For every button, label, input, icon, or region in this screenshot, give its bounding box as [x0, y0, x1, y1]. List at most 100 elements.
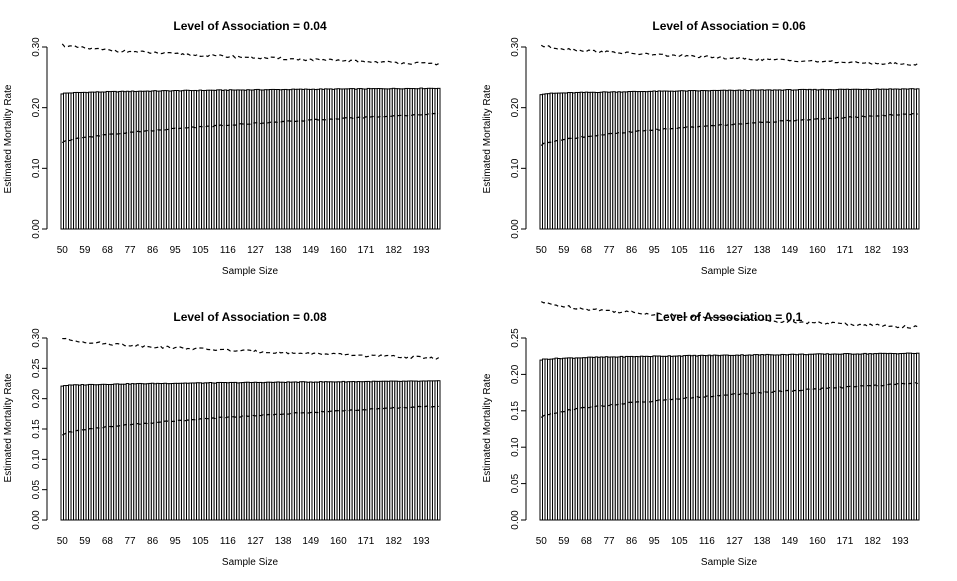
- y-tick-label: 0.20: [31, 389, 42, 409]
- x-tick-label: 138: [275, 536, 292, 547]
- x-tick-label: 160: [330, 245, 347, 256]
- panel-1: Level of Association = 0.06 Sample Size …: [482, 19, 920, 277]
- x-tick-label: 127: [247, 245, 264, 256]
- y-axis-label: Estimated Mortality Rate: [482, 84, 493, 193]
- x-axis-label: Sample Size: [701, 266, 758, 277]
- lower-bound-line: [540, 382, 918, 418]
- x-tick-label: 138: [275, 245, 292, 256]
- x-tick-label: 116: [220, 536, 236, 547]
- x-tick-label: 59: [558, 245, 570, 256]
- x-tick-label: 116: [699, 245, 715, 256]
- y-tick-label: 0.20: [510, 98, 521, 118]
- x-tick-label: 127: [726, 245, 743, 256]
- bar: [436, 87, 441, 230]
- x-tick-label: 86: [626, 245, 638, 256]
- x-tick-label: 160: [809, 245, 826, 256]
- x-tick-label: 68: [102, 245, 114, 256]
- x-tick-label: 77: [603, 245, 615, 256]
- x-tick-label: 95: [649, 536, 661, 547]
- panel-2: Level of Association = 0.08 Sample Size …: [3, 310, 441, 568]
- x-tick-label: 50: [57, 245, 69, 256]
- x-tick-label: 193: [892, 536, 909, 547]
- upper-bound-line: [62, 337, 440, 360]
- lower-bound-line: [540, 112, 918, 146]
- x-tick-label: 127: [247, 536, 264, 547]
- x-tick-label: 50: [57, 536, 69, 547]
- x-tick-label: 116: [699, 536, 715, 547]
- plot-area: 0.00 0.10 0.20 0.30 50 59 68 77 86 95 105 116 127 138…: [31, 37, 441, 256]
- y-tick-label: 0.10: [31, 449, 42, 469]
- x-tick-label: 68: [581, 245, 593, 256]
- x-tick-label: 193: [413, 536, 430, 547]
- y-tick-label: 0.20: [31, 98, 42, 118]
- plot-area: 0.00 0.10 0.20 0.30 50 59 68 77 86 95 105 116 127 138…: [510, 37, 920, 256]
- x-tick-label: 160: [330, 536, 347, 547]
- y-axis: 0.00 0.05 0.10 0.15 0.20 0.25: [510, 328, 527, 530]
- x-tick-label: 171: [358, 536, 375, 547]
- x-tick-label: 105: [671, 536, 688, 547]
- upper-bound-line: [61, 43, 440, 66]
- y-tick-label: 0.05: [510, 473, 521, 493]
- upper-bound-line: [540, 301, 918, 329]
- x-tick-label: 182: [864, 245, 881, 256]
- x-tick-label: 68: [581, 536, 593, 547]
- x-tick-label: 77: [124, 245, 136, 256]
- x-tick-label: 59: [79, 536, 91, 547]
- y-tick-label: 0.00: [31, 219, 42, 239]
- y-tick-label: 0.25: [510, 328, 521, 348]
- bar-series: [539, 352, 920, 521]
- lower-bound-line: [61, 405, 439, 436]
- y-axis: 0.00 0.05 0.10 0.15 0.20 0.25 0.30: [31, 328, 48, 530]
- x-tick-label: 105: [192, 536, 209, 547]
- x-tick-label: 50: [536, 245, 548, 256]
- x-tick-label: 149: [302, 245, 319, 256]
- x-tick-label: 127: [726, 536, 743, 547]
- y-tick-label: 0.10: [31, 158, 42, 178]
- x-tick-label: 68: [102, 536, 114, 547]
- x-tick-label: 95: [170, 536, 182, 547]
- y-tick-label: 0.15: [31, 419, 42, 439]
- x-tick-label: 116: [220, 245, 236, 256]
- y-tick-label: 0.00: [31, 510, 42, 530]
- panel-title: Level of Association = 0.08: [173, 310, 327, 324]
- panel-title: Level of Association = 0.04: [173, 19, 327, 33]
- bar-series: [60, 380, 441, 521]
- panel-title: Level of Association = 0.06: [652, 19, 806, 33]
- x-tick-label: 138: [754, 536, 771, 547]
- y-axis: 0.00 0.10 0.20 0.30: [510, 37, 527, 239]
- x-axis-label: Sample Size: [222, 266, 279, 277]
- plot-area: 0.00 0.05 0.10 0.15 0.20 0.25 0.30 50 59 68 77 86 95…: [31, 328, 441, 547]
- y-tick-label: 0.20: [510, 364, 521, 384]
- bar: [915, 352, 920, 521]
- y-axis-label: Estimated Mortality Rate: [482, 373, 493, 482]
- x-tick-label: 95: [649, 245, 661, 256]
- x-tick-label: 86: [147, 536, 159, 547]
- panel-3: Level of Association = 0.1 Sample Size E…: [482, 301, 920, 568]
- y-tick-label: 0.10: [510, 437, 521, 457]
- x-tick-label: 138: [754, 245, 771, 256]
- x-tick-label: 182: [864, 536, 881, 547]
- y-tick-label: 0.25: [31, 358, 42, 378]
- lower-bound-line: [61, 112, 439, 144]
- x-tick-label: 149: [781, 245, 798, 256]
- y-axis-label: Estimated Mortality Rate: [3, 84, 14, 193]
- x-tick-label: 59: [79, 245, 91, 256]
- x-tick-label: 77: [603, 536, 615, 547]
- x-tick-label: 105: [192, 245, 209, 256]
- y-tick-label: 0.30: [31, 328, 42, 348]
- y-tick-label: 0.10: [510, 158, 521, 178]
- x-axis-label: Sample Size: [701, 557, 758, 568]
- x-tick-label: 193: [892, 245, 909, 256]
- x-tick-label: 182: [385, 245, 402, 256]
- x-tick-label: 193: [413, 245, 430, 256]
- y-tick-label: 0.00: [510, 510, 521, 530]
- x-tick-label: 171: [358, 245, 375, 256]
- x-tick-label: 77: [124, 536, 136, 547]
- x-tick-label: 171: [837, 245, 854, 256]
- x-tick-label: 50: [536, 536, 548, 547]
- bar-series: [60, 87, 441, 230]
- y-axis: 0.00 0.10 0.20 0.30: [31, 37, 48, 239]
- y-tick-label: 0.30: [510, 37, 521, 57]
- x-tick-label: 86: [626, 536, 638, 547]
